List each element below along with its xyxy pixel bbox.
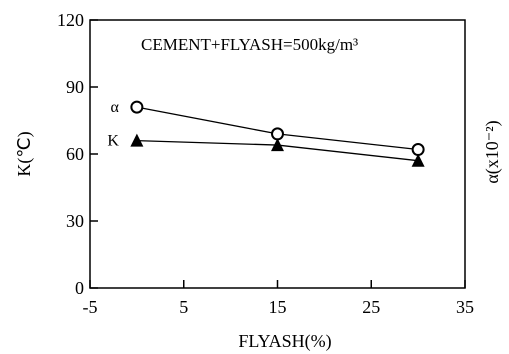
data-point-k	[411, 153, 425, 167]
x-axis: -5 5 15 25 35	[83, 280, 474, 317]
data-point-k	[130, 133, 144, 147]
y-tick-label: 0	[75, 278, 84, 298]
y-axis-title: K(℃)	[14, 131, 35, 176]
y-tick-label: 30	[66, 211, 84, 231]
series-label: K	[107, 133, 119, 150]
chart-annotation: CEMENT+FLYASH=500kg/m³	[141, 35, 358, 54]
x-axis-title: FLYASH(%)	[238, 331, 331, 352]
x-tick-label: 25	[362, 297, 380, 317]
x-tick-label: -5	[83, 297, 98, 317]
x-tick-label: 5	[179, 297, 188, 317]
data-point-alpha	[271, 127, 284, 141]
x-tick-label: 35	[456, 297, 474, 317]
data-point-alpha	[130, 100, 144, 114]
y2-axis-title: α(x10⁻²)	[482, 120, 503, 183]
series-label: α	[110, 99, 119, 116]
data-point-k	[271, 138, 284, 152]
x-tick-label: 15	[269, 297, 287, 317]
data-point-alpha	[411, 143, 425, 157]
y-axis: 0 30 60 90 120	[57, 10, 98, 298]
y-tick-label: 90	[66, 77, 84, 97]
y-tick-label: 120	[57, 10, 84, 30]
series-layer: αK	[107, 99, 425, 167]
plot-frame	[89, 19, 466, 289]
y-tick-label: 60	[66, 144, 84, 164]
